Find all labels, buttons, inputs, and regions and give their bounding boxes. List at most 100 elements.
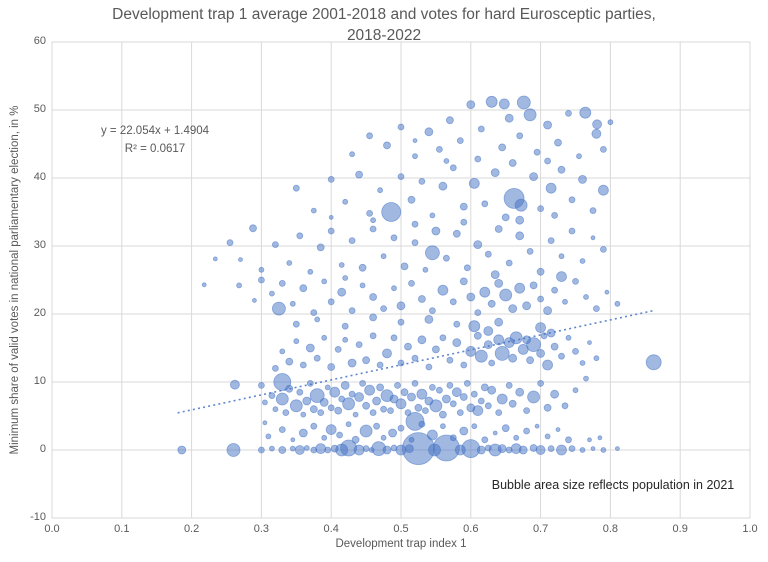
bubble bbox=[407, 392, 416, 402]
bubble bbox=[397, 318, 405, 326]
bubble bbox=[558, 253, 565, 260]
bubble bbox=[359, 424, 373, 438]
bubble bbox=[522, 301, 531, 311]
bubble bbox=[487, 385, 497, 395]
bubble bbox=[292, 184, 300, 192]
bubble bbox=[426, 429, 438, 441]
bubble bbox=[496, 393, 508, 405]
bubble bbox=[302, 396, 312, 406]
bubble bbox=[509, 331, 523, 345]
bubble bbox=[422, 266, 429, 273]
bubble bbox=[483, 340, 493, 350]
bubble bbox=[568, 227, 576, 235]
trendline-equation-text: y = 22.054x + 1.4904 bbox=[100, 125, 210, 137]
bubble bbox=[327, 363, 336, 371]
bubble bbox=[579, 447, 586, 453]
bubble bbox=[523, 407, 530, 415]
bubble bbox=[568, 445, 576, 453]
bubble bbox=[459, 426, 469, 436]
bubble bbox=[390, 334, 398, 342]
bubble bbox=[474, 309, 482, 317]
bubble bbox=[226, 443, 241, 457]
bubble bbox=[523, 108, 537, 122]
bubble bbox=[535, 322, 546, 334]
bubble bbox=[366, 132, 374, 140]
bubble bbox=[380, 253, 387, 260]
bubble bbox=[473, 240, 483, 250]
bubble bbox=[212, 256, 218, 262]
bubble bbox=[480, 383, 489, 392]
bubble bbox=[338, 262, 345, 268]
bubble bbox=[372, 396, 382, 406]
bubble bbox=[536, 267, 545, 276]
bubble bbox=[589, 207, 597, 215]
bubble bbox=[327, 404, 335, 412]
bubble bbox=[518, 445, 528, 455]
bubble bbox=[504, 113, 514, 123]
bubble bbox=[265, 433, 272, 440]
bubble bbox=[261, 399, 268, 406]
bubble bbox=[474, 349, 488, 363]
bubble bbox=[607, 119, 614, 126]
bubble bbox=[494, 278, 504, 288]
bubble bbox=[390, 234, 398, 242]
bubble bbox=[317, 409, 325, 417]
bubble bbox=[481, 436, 489, 444]
bubble bbox=[381, 202, 402, 222]
bubble bbox=[425, 363, 433, 371]
bubble bbox=[547, 445, 555, 453]
bubble bbox=[543, 120, 552, 130]
y-tick-label: 40 bbox=[33, 171, 46, 183]
x-tick-label: 0.8 bbox=[602, 523, 619, 535]
bubble bbox=[404, 342, 412, 351]
bubble bbox=[391, 285, 397, 292]
bubble bbox=[437, 284, 449, 296]
bubble bbox=[366, 209, 374, 217]
bubble bbox=[554, 138, 562, 147]
bubble bbox=[292, 320, 300, 328]
bubble bbox=[345, 421, 352, 428]
y-tick-label: -10 bbox=[30, 511, 46, 523]
bubble bbox=[370, 217, 377, 224]
bubble bbox=[324, 384, 331, 391]
bubble bbox=[551, 211, 558, 219]
bubble bbox=[590, 235, 596, 241]
bubble bbox=[435, 386, 443, 394]
bubble bbox=[325, 424, 337, 436]
bubble bbox=[376, 361, 384, 369]
bubble bbox=[289, 445, 296, 452]
bubble bbox=[354, 392, 365, 402]
bubble bbox=[380, 305, 388, 313]
bubble bbox=[583, 294, 589, 300]
bubble bbox=[382, 445, 392, 455]
bubble bbox=[362, 401, 371, 410]
bubble bbox=[377, 187, 384, 194]
bubble bbox=[408, 279, 415, 287]
y-tick-label: 10 bbox=[33, 375, 46, 387]
bubble bbox=[494, 345, 510, 361]
bubble bbox=[407, 195, 416, 204]
bubble bbox=[600, 447, 607, 453]
bubble bbox=[435, 145, 443, 153]
bubble bbox=[395, 398, 407, 410]
trendline-equation: y = 22.054x + 1.4904 R² = 0.0617 bbox=[72, 123, 238, 159]
bubble bbox=[327, 227, 335, 235]
bubble bbox=[424, 314, 434, 324]
bubble bbox=[340, 380, 350, 390]
bubble bbox=[555, 427, 561, 433]
bubble bbox=[394, 381, 401, 389]
bubble bbox=[484, 250, 492, 258]
bubble bbox=[542, 359, 553, 371]
bubble bbox=[514, 282, 526, 294]
bubble bbox=[449, 400, 457, 408]
bubble bbox=[296, 388, 304, 396]
bubble bbox=[351, 435, 360, 444]
bubble bbox=[459, 202, 468, 211]
bubble bbox=[544, 157, 551, 165]
bubble bbox=[362, 445, 370, 453]
bubble bbox=[309, 405, 318, 414]
bubble bbox=[505, 259, 513, 267]
bubble bbox=[545, 182, 557, 194]
bubble bbox=[429, 399, 443, 413]
